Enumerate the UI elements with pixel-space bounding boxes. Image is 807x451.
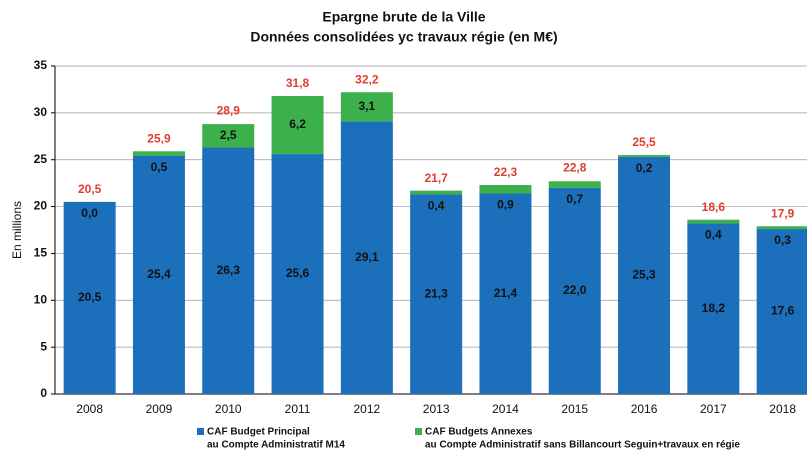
data-label: 0,2 <box>636 161 653 175</box>
data-label: 25,4 <box>147 267 171 281</box>
y-tick-label: 15 <box>34 246 48 260</box>
data-label: 25,6 <box>286 266 310 280</box>
legend-detail: au Compte Administratif sans Billancourt… <box>425 440 740 451</box>
data-label: 2,5 <box>220 128 237 142</box>
y-tick-label: 30 <box>34 105 48 119</box>
data-label: 0,0 <box>81 206 98 220</box>
data-label: 6,2 <box>289 117 306 131</box>
bar-segment <box>756 229 807 394</box>
total-label: 21,7 <box>424 171 448 185</box>
data-label: 25,3 <box>632 268 656 282</box>
y-tick-label: 20 <box>34 199 48 213</box>
bar-segment <box>687 219 740 224</box>
bar-segment <box>132 151 185 156</box>
y-tick-label: 35 <box>34 58 48 72</box>
legend-detail: au Compte Administratif M14 <box>207 440 345 451</box>
bar-segment <box>340 121 393 394</box>
total-label: 25,5 <box>632 135 656 149</box>
bar-segment <box>410 190 463 195</box>
x-tick-label: 2017 <box>700 402 727 416</box>
bar-segment <box>756 226 807 230</box>
bar-segment <box>271 95 324 155</box>
total-label: 28,9 <box>217 103 241 117</box>
bar-segment <box>687 223 740 394</box>
bar-segment <box>202 147 255 394</box>
chart-title: Epargne brute de la Ville <box>322 9 485 25</box>
x-tick-label: 2011 <box>285 402 311 416</box>
bar-segment <box>548 181 601 188</box>
total-label: 17,9 <box>771 206 795 220</box>
legend-swatch <box>197 428 204 435</box>
y-axis-label: En millions <box>10 201 24 259</box>
x-tick-label: 2012 <box>353 402 380 416</box>
data-label: 21,4 <box>494 286 518 300</box>
x-tick-label: 2008 <box>76 402 103 416</box>
x-tick-label: 2013 <box>423 402 450 416</box>
data-label: 0,3 <box>774 233 791 247</box>
total-label: 18,6 <box>702 200 726 214</box>
bar-segment <box>63 201 116 394</box>
data-label: 3,1 <box>359 99 376 113</box>
bar-segment <box>618 155 671 157</box>
data-label: 22,0 <box>563 283 587 297</box>
bar-segment <box>271 154 324 394</box>
legend-swatch <box>415 428 422 435</box>
x-tick-label: 2018 <box>769 402 796 416</box>
data-label: 18,2 <box>702 301 726 315</box>
x-tick-label: 2009 <box>146 402 173 416</box>
data-label: 26,3 <box>217 263 241 277</box>
y-tick-label: 0 <box>40 386 47 400</box>
data-label: 0,4 <box>705 228 722 242</box>
total-label: 25,9 <box>147 131 171 145</box>
data-label: 21,3 <box>424 286 448 300</box>
data-label: 29,1 <box>355 250 379 264</box>
data-label: 20,5 <box>78 290 102 304</box>
total-label: 31,8 <box>286 76 310 90</box>
data-label: 0,5 <box>151 160 168 174</box>
x-tick-label: 2010 <box>215 402 242 416</box>
bar-segment <box>618 156 671 394</box>
chart-subtitle: Données consolidées yc travaux régie (en… <box>250 29 557 45</box>
total-label: 20,5 <box>78 182 102 196</box>
total-label: 22,8 <box>563 161 587 175</box>
bar-segment <box>479 193 532 394</box>
x-tick-label: 2015 <box>561 402 588 416</box>
bar-segment <box>202 124 255 148</box>
bar-segment <box>548 187 601 394</box>
bar-segment <box>132 155 185 394</box>
y-tick-label: 5 <box>40 339 47 353</box>
data-label: 0,9 <box>497 198 514 212</box>
bar-segment <box>479 185 532 194</box>
legend-label: CAF Budget Principal <box>207 427 310 438</box>
legend-label: CAF Budgets Annexes <box>425 427 533 438</box>
bar-segment <box>410 194 463 394</box>
x-tick-label: 2014 <box>492 402 519 416</box>
data-label: 0,4 <box>428 199 445 213</box>
y-tick-label: 10 <box>34 292 48 306</box>
total-label: 22,3 <box>494 165 518 179</box>
y-tick-label: 25 <box>34 152 48 166</box>
bar-segment <box>340 92 393 122</box>
total-label: 32,2 <box>355 72 379 86</box>
data-label: 17,6 <box>771 304 795 318</box>
data-label: 0,7 <box>566 192 583 206</box>
x-tick-label: 2016 <box>631 402 658 416</box>
